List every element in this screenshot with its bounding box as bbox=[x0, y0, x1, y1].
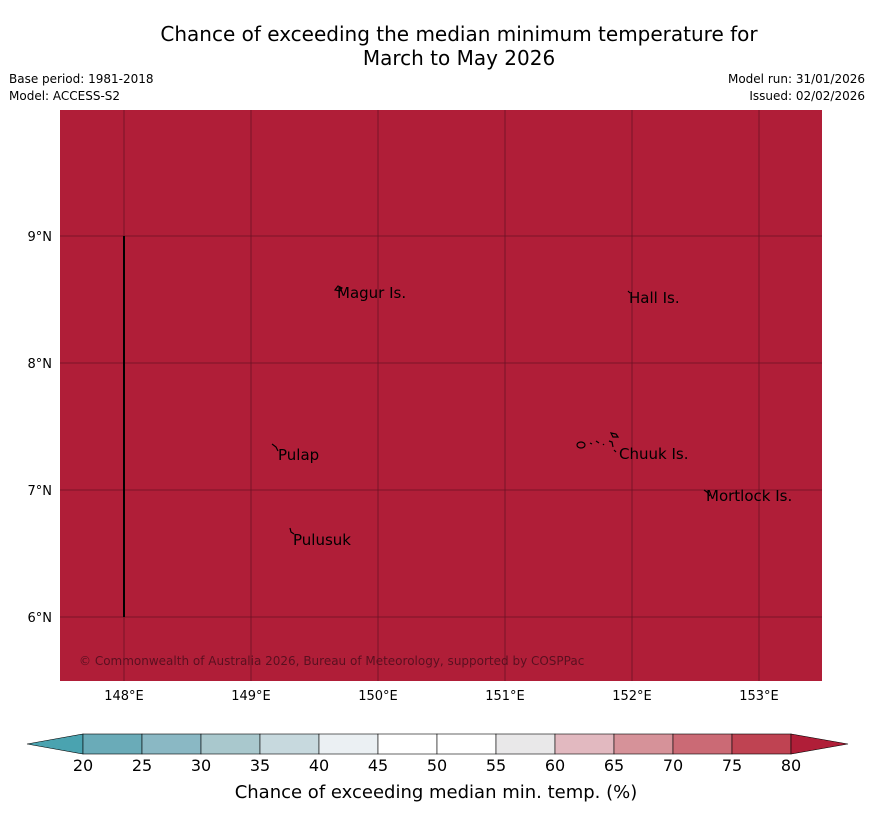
title-line-1: Chance of exceeding the median minimum t… bbox=[160, 22, 758, 46]
colorbar-tick-label: 60 bbox=[545, 756, 565, 775]
place-label: Magur Is. bbox=[337, 284, 406, 302]
colorbar-bin bbox=[495, 733, 556, 755]
colorbar-bin bbox=[200, 733, 261, 755]
colorbar-bin bbox=[318, 733, 379, 755]
island-mortlock bbox=[703, 489, 711, 497]
colorbar-bin bbox=[377, 733, 438, 755]
colorbar-tick-label: 45 bbox=[368, 756, 388, 775]
map-area bbox=[60, 110, 822, 681]
lon-tick-label: 150°E bbox=[358, 689, 398, 704]
colorbar-tick-label: 70 bbox=[663, 756, 683, 775]
colorbar-tick-label: 80 bbox=[781, 756, 801, 775]
lon-tick-label: 152°E bbox=[612, 689, 652, 704]
island-hall bbox=[627, 290, 631, 294]
lon-tick-label: 148°E bbox=[104, 689, 144, 704]
colorbar-tick-label: 50 bbox=[427, 756, 447, 775]
lon-tick-label: 149°E bbox=[231, 689, 271, 704]
place-label: Mortlock Is. bbox=[706, 487, 792, 505]
place-label: Hall Is. bbox=[629, 289, 680, 307]
colorbar-label: Chance of exceeding median min. temp. (%… bbox=[235, 782, 638, 803]
colorbar-bin bbox=[731, 733, 792, 755]
lat-tick-label: 7°N bbox=[28, 484, 53, 499]
island-pulusuk bbox=[289, 527, 295, 535]
colorbar-tick-label: 40 bbox=[309, 756, 329, 775]
lat-tick-label: 9°N bbox=[28, 230, 53, 245]
copyright-notice: © Commonwealth of Australia 2026, Bureau… bbox=[79, 654, 584, 668]
island-magur bbox=[333, 285, 343, 292]
colorbar-bin bbox=[613, 733, 674, 755]
colorbar-tick-label: 55 bbox=[486, 756, 506, 775]
lat-tick-label: 6°N bbox=[28, 611, 53, 626]
island-pulap bbox=[271, 443, 279, 452]
colorbar-tick-label: 35 bbox=[250, 756, 270, 775]
latitude-ticks: 9°N 8°N 7°N 6°N bbox=[28, 230, 53, 626]
colorbar-tick-label: 20 bbox=[73, 756, 93, 775]
colorbar-over-arrow bbox=[790, 733, 849, 755]
lat-tick-label: 8°N bbox=[28, 357, 53, 372]
place-label: Chuuk Is. bbox=[619, 445, 688, 463]
colorbar-tick-label: 25 bbox=[132, 756, 152, 775]
colorbar-under-arrow bbox=[26, 733, 84, 755]
colorbar-bin bbox=[436, 733, 497, 755]
colorbar-tick-label: 30 bbox=[191, 756, 211, 775]
lon-tick-label: 153°E bbox=[739, 689, 779, 704]
colorbar-bin bbox=[82, 733, 143, 755]
base-period: Base period: 1981-2018 bbox=[9, 72, 154, 86]
colorbar-tick-label: 75 bbox=[722, 756, 742, 775]
colorbar-bin bbox=[554, 733, 615, 755]
lon-tick-label: 151°E bbox=[485, 689, 525, 704]
colorbar: 20 25 30 35 40 45 50 55 60 65 70 75 80 bbox=[26, 733, 849, 775]
colorbar-bin bbox=[141, 733, 202, 755]
island-chuuk bbox=[576, 432, 620, 453]
chart-title: Chance of exceeding the median minimum t… bbox=[0, 22, 873, 70]
place-label: Pulap bbox=[278, 446, 319, 464]
colorbar-bin bbox=[672, 733, 733, 755]
meta-left: Base period: 1981-2018 Model: ACCESS-S2 bbox=[9, 71, 154, 105]
model-run: Model run: 31/01/2026 bbox=[727, 72, 865, 86]
colorbar-bin bbox=[259, 733, 320, 755]
meta-right: Model run: 31/01/2026 Issued: 02/02/2026 bbox=[728, 71, 865, 105]
islands bbox=[271, 285, 711, 535]
colorbar-tick-label: 65 bbox=[604, 756, 624, 775]
model-name: Model: ACCESS-S2 bbox=[9, 89, 121, 103]
place-label: Pulusuk bbox=[293, 531, 351, 549]
issued-date: Issued: 02/02/2026 bbox=[749, 89, 865, 103]
longitude-ticks: 148°E 149°E 150°E 151°E 152°E 153°E bbox=[104, 689, 779, 704]
title-line-2: March to May 2026 bbox=[362, 46, 556, 70]
